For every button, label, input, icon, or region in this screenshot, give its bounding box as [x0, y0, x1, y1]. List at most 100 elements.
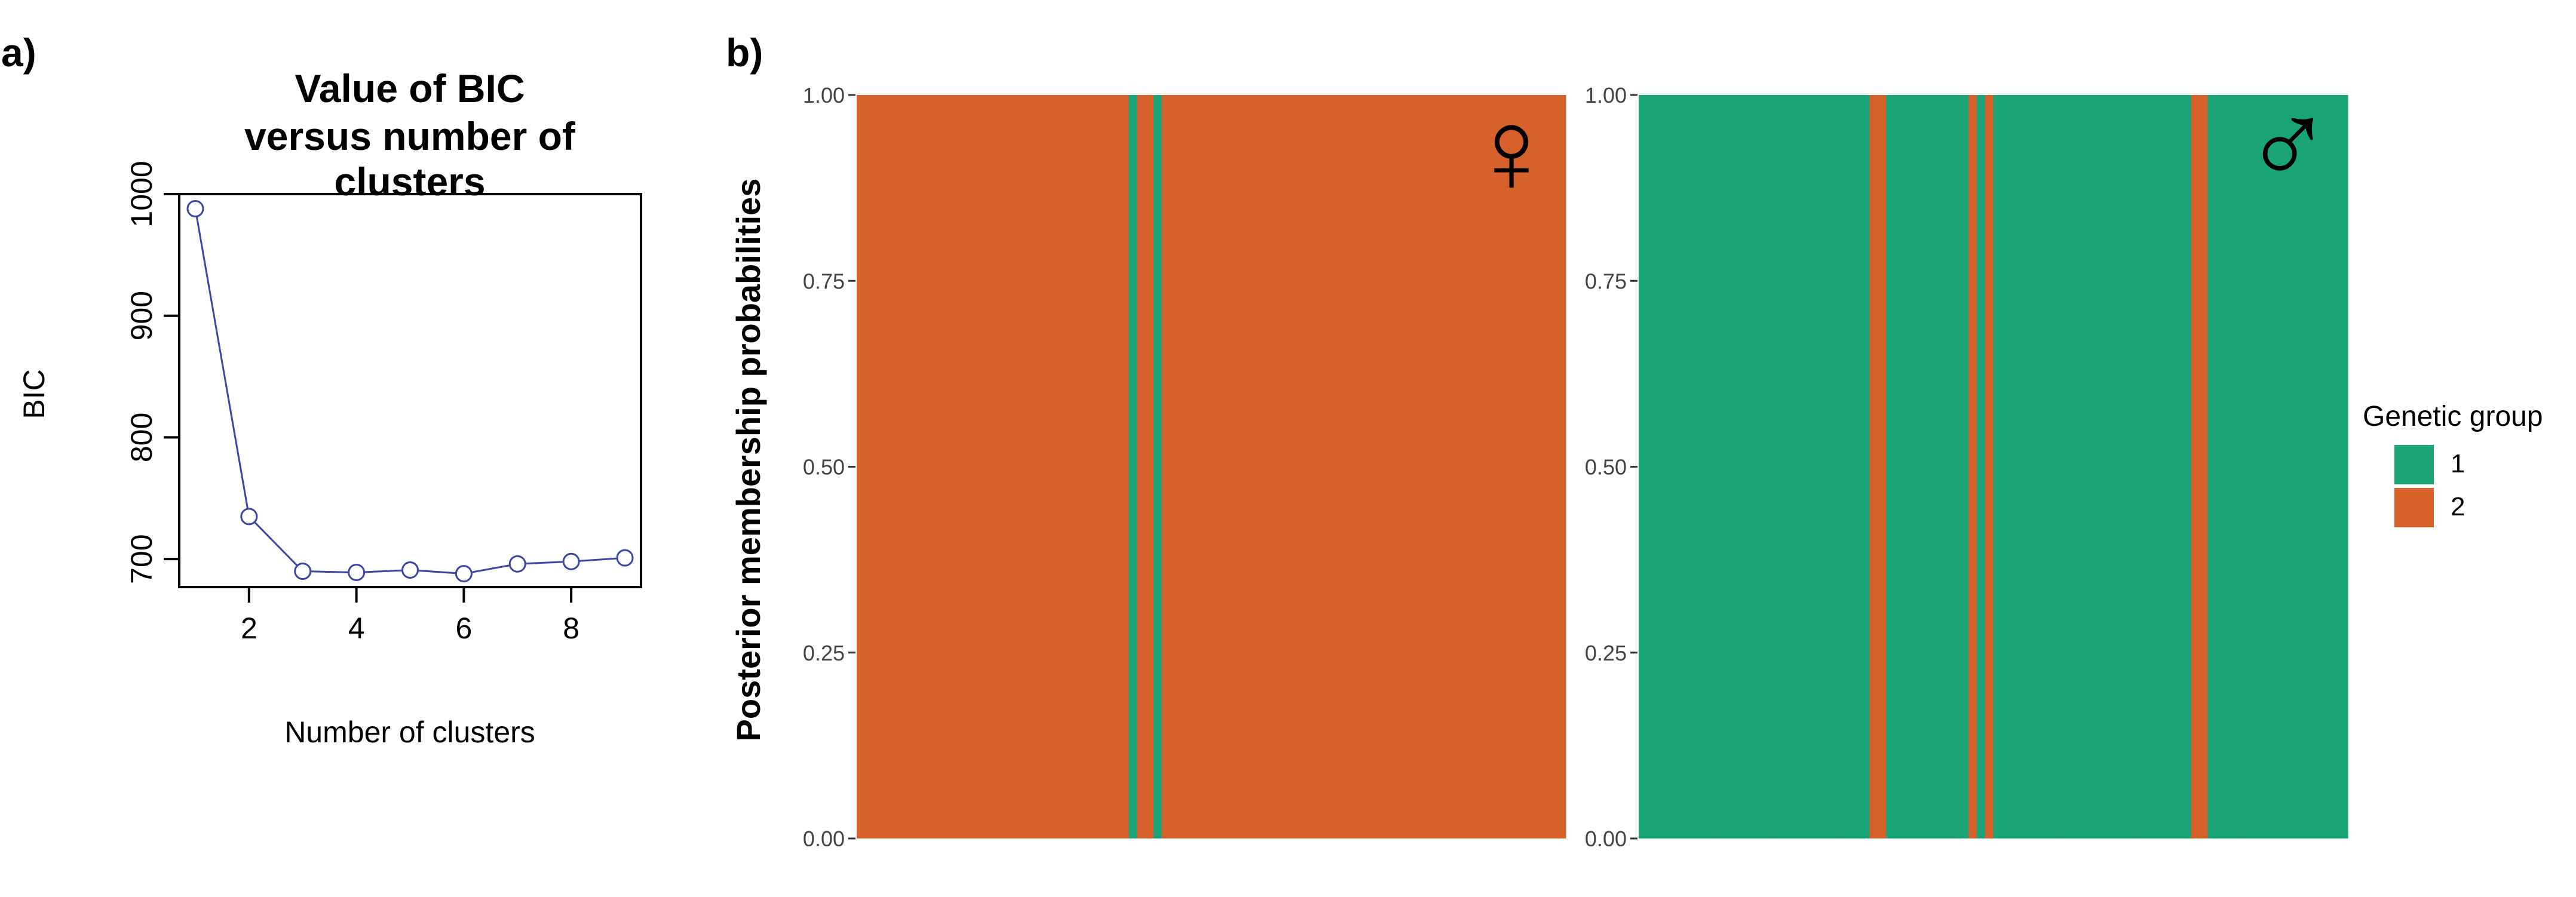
membership-bar [1128, 95, 1137, 838]
membership-bar [1655, 95, 1664, 838]
membership-bar [2216, 95, 2225, 838]
membership-bar [972, 95, 981, 838]
membership-bar [1778, 95, 1788, 838]
membership-bar [2298, 95, 2307, 838]
membership-bar [1960, 95, 1969, 838]
membership-bar [1861, 95, 1870, 838]
bic-point [508, 555, 526, 573]
bic-chart-title-line1: Value of BIC [295, 66, 525, 110]
membership-bar [1178, 95, 1187, 838]
membership-bar [1302, 95, 1311, 838]
membership-bar [906, 95, 915, 838]
membership-y-tick-label: 0.50 [803, 455, 845, 480]
membership-bar [2257, 95, 2266, 838]
bic-series-points [186, 199, 634, 583]
membership-bar [1729, 95, 1738, 838]
male-membership-bars [1639, 95, 2348, 838]
bic-plot-frame [178, 193, 642, 588]
membership-bar [1828, 95, 1837, 838]
membership-bar [1137, 95, 1146, 838]
membership-bar [1211, 95, 1220, 838]
membership-bar [1549, 95, 1558, 838]
membership-bar [2034, 95, 2043, 838]
membership-bar [2017, 95, 2027, 838]
membership-bar [2092, 95, 2101, 838]
membership-bar [1853, 95, 1862, 838]
membership-bar [1696, 95, 1706, 838]
membership-bar [2084, 95, 2093, 838]
membership-bar [2133, 95, 2142, 838]
membership-bar [1351, 95, 1360, 838]
bic-point [562, 552, 580, 570]
female-membership-bars [857, 95, 1566, 838]
membership-bar [1811, 95, 1821, 838]
membership-bar [1384, 95, 1393, 838]
bic-point [348, 564, 366, 582]
membership-bar [914, 95, 924, 838]
membership-bar [1096, 95, 1105, 838]
membership-bar [1746, 95, 1755, 838]
panel-label-b: b) [726, 30, 763, 75]
membership-bar [2125, 95, 2134, 838]
membership-bar [988, 95, 998, 838]
membership-bar [890, 95, 898, 838]
membership-bar [1754, 95, 1763, 838]
membership-bar [1277, 95, 1286, 838]
membership-bar [1376, 95, 1385, 838]
membership-bar [996, 95, 1006, 838]
membership-y-tick-label: 0.50 [1585, 455, 1627, 480]
membership-bar [1491, 95, 1501, 838]
membership-bar [1326, 95, 1336, 838]
membership-bar [1442, 95, 1451, 838]
membership-bar [1976, 95, 1986, 838]
membership-bar [1235, 95, 1245, 838]
membership-bar [2010, 95, 2019, 838]
membership-bar [1079, 95, 1088, 838]
membership-bar [1219, 95, 1228, 838]
membership-bar [1663, 95, 1672, 838]
membership-bar [2191, 95, 2200, 838]
membership-bar [1467, 95, 1476, 838]
membership-bar [2067, 95, 2077, 838]
female-symbol: ♀ [1467, 85, 1556, 218]
membership-bar [1475, 95, 1484, 838]
membership-bar [947, 95, 956, 838]
legend-key-group-2 [2394, 488, 2434, 527]
membership-bar [2182, 95, 2192, 838]
membership-bar [1910, 95, 1919, 838]
membership-bar [2331, 95, 2340, 838]
bic-point [186, 199, 204, 217]
membership-bar [1194, 95, 1204, 838]
bic-point [294, 563, 312, 580]
panel-label-a: a) [1, 30, 36, 75]
membership-bar [1458, 95, 1467, 838]
membership-bar [2043, 95, 2051, 838]
membership-bar [2281, 95, 2290, 838]
membership-bar [1434, 95, 1443, 838]
bic-y-tick-label: 700 [125, 534, 158, 583]
membership-bar [1886, 95, 1895, 838]
membership-bar [1836, 95, 1845, 838]
membership-bar [1787, 95, 1796, 838]
membership-bar [1721, 95, 1730, 838]
membership-bar [881, 95, 890, 838]
membership-bar [1269, 95, 1278, 838]
bic-y-axis-label: BIC [17, 369, 51, 419]
bic-x-tick-label: 6 [455, 612, 472, 645]
membership-bar [1869, 95, 1878, 838]
membership-bar [1499, 95, 1508, 838]
membership-y-tick-label: 0.75 [803, 269, 845, 293]
membership-y-tick-label: 0.00 [803, 827, 845, 851]
membership-bar [1927, 95, 1936, 838]
membership-y-tick-label: 1.00 [1585, 83, 1627, 107]
membership-bar [2249, 95, 2258, 838]
membership-bar [1310, 95, 1319, 838]
membership-bar [1359, 95, 1369, 838]
membership-bar [939, 95, 948, 838]
membership-bar [1252, 95, 1261, 838]
bic-y-ticks: 700 800 900 1000 [125, 161, 179, 584]
membership-bar [1335, 95, 1344, 838]
membership-bar [1228, 95, 1237, 838]
membership-bar [1417, 95, 1426, 838]
membership-y-tick-label: 0.75 [1585, 269, 1627, 293]
